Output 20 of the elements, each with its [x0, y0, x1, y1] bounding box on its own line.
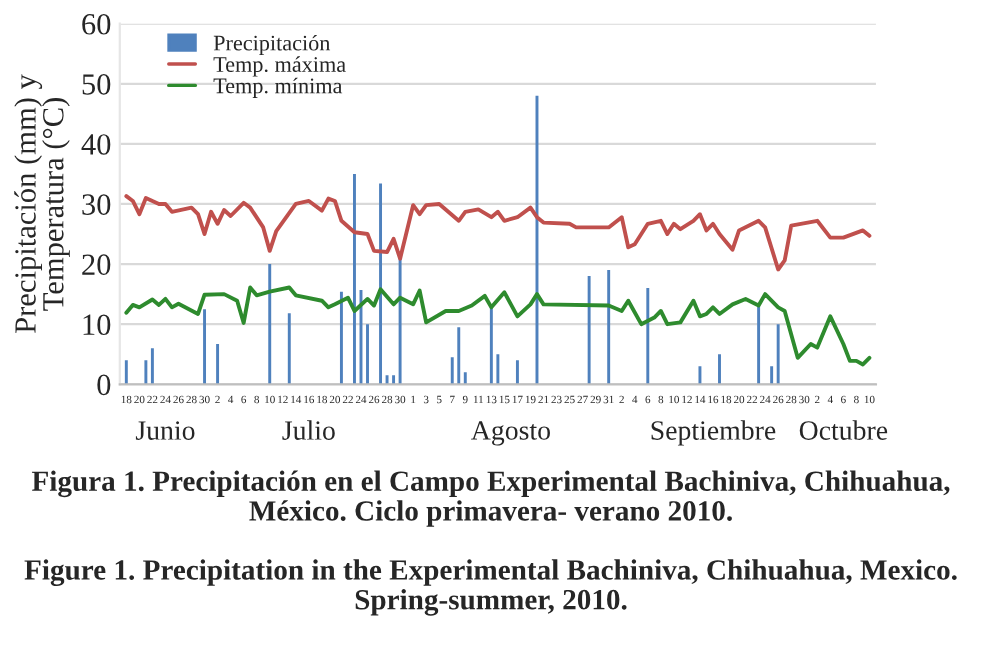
y-axis-title: Precipitación (mm) y Temperatura (°C) [14, 74, 70, 333]
line-series [124, 194, 872, 272]
legend-label: Temp. máxima [213, 56, 346, 77]
y-tick-label: 60 [82, 13, 111, 35]
y-tick-label: 40 [81, 134, 111, 155]
text: Junio [135, 421, 195, 440]
y-tick-label: 10 [83, 314, 111, 336]
text: Agosto [471, 421, 550, 446]
caption: Figure 1. Precipitation in the Experimental Bachiniva, Chihuahua, Mexico. Spring-summer, 2010. [24, 559, 957, 616]
y-tick-label: 50 [82, 74, 111, 95]
text: Septiembre [651, 420, 776, 446]
text: Julio [282, 420, 335, 440]
legend-label: Temp. mínima [213, 77, 343, 98]
y-tick-label: 20 [82, 254, 111, 275]
y-tick-label: 0 [97, 374, 111, 396]
line-series [124, 285, 872, 367]
legend-label: Precipitación [213, 34, 331, 56]
text: Figura 1. Precipitación en el Campo Experimental Bachiniva, Chihuahua, México. Ciclo primavera- verano 2010. [31, 470, 950, 527]
y-tick-label: 30 [82, 194, 111, 215]
text: Octubre [799, 420, 888, 440]
